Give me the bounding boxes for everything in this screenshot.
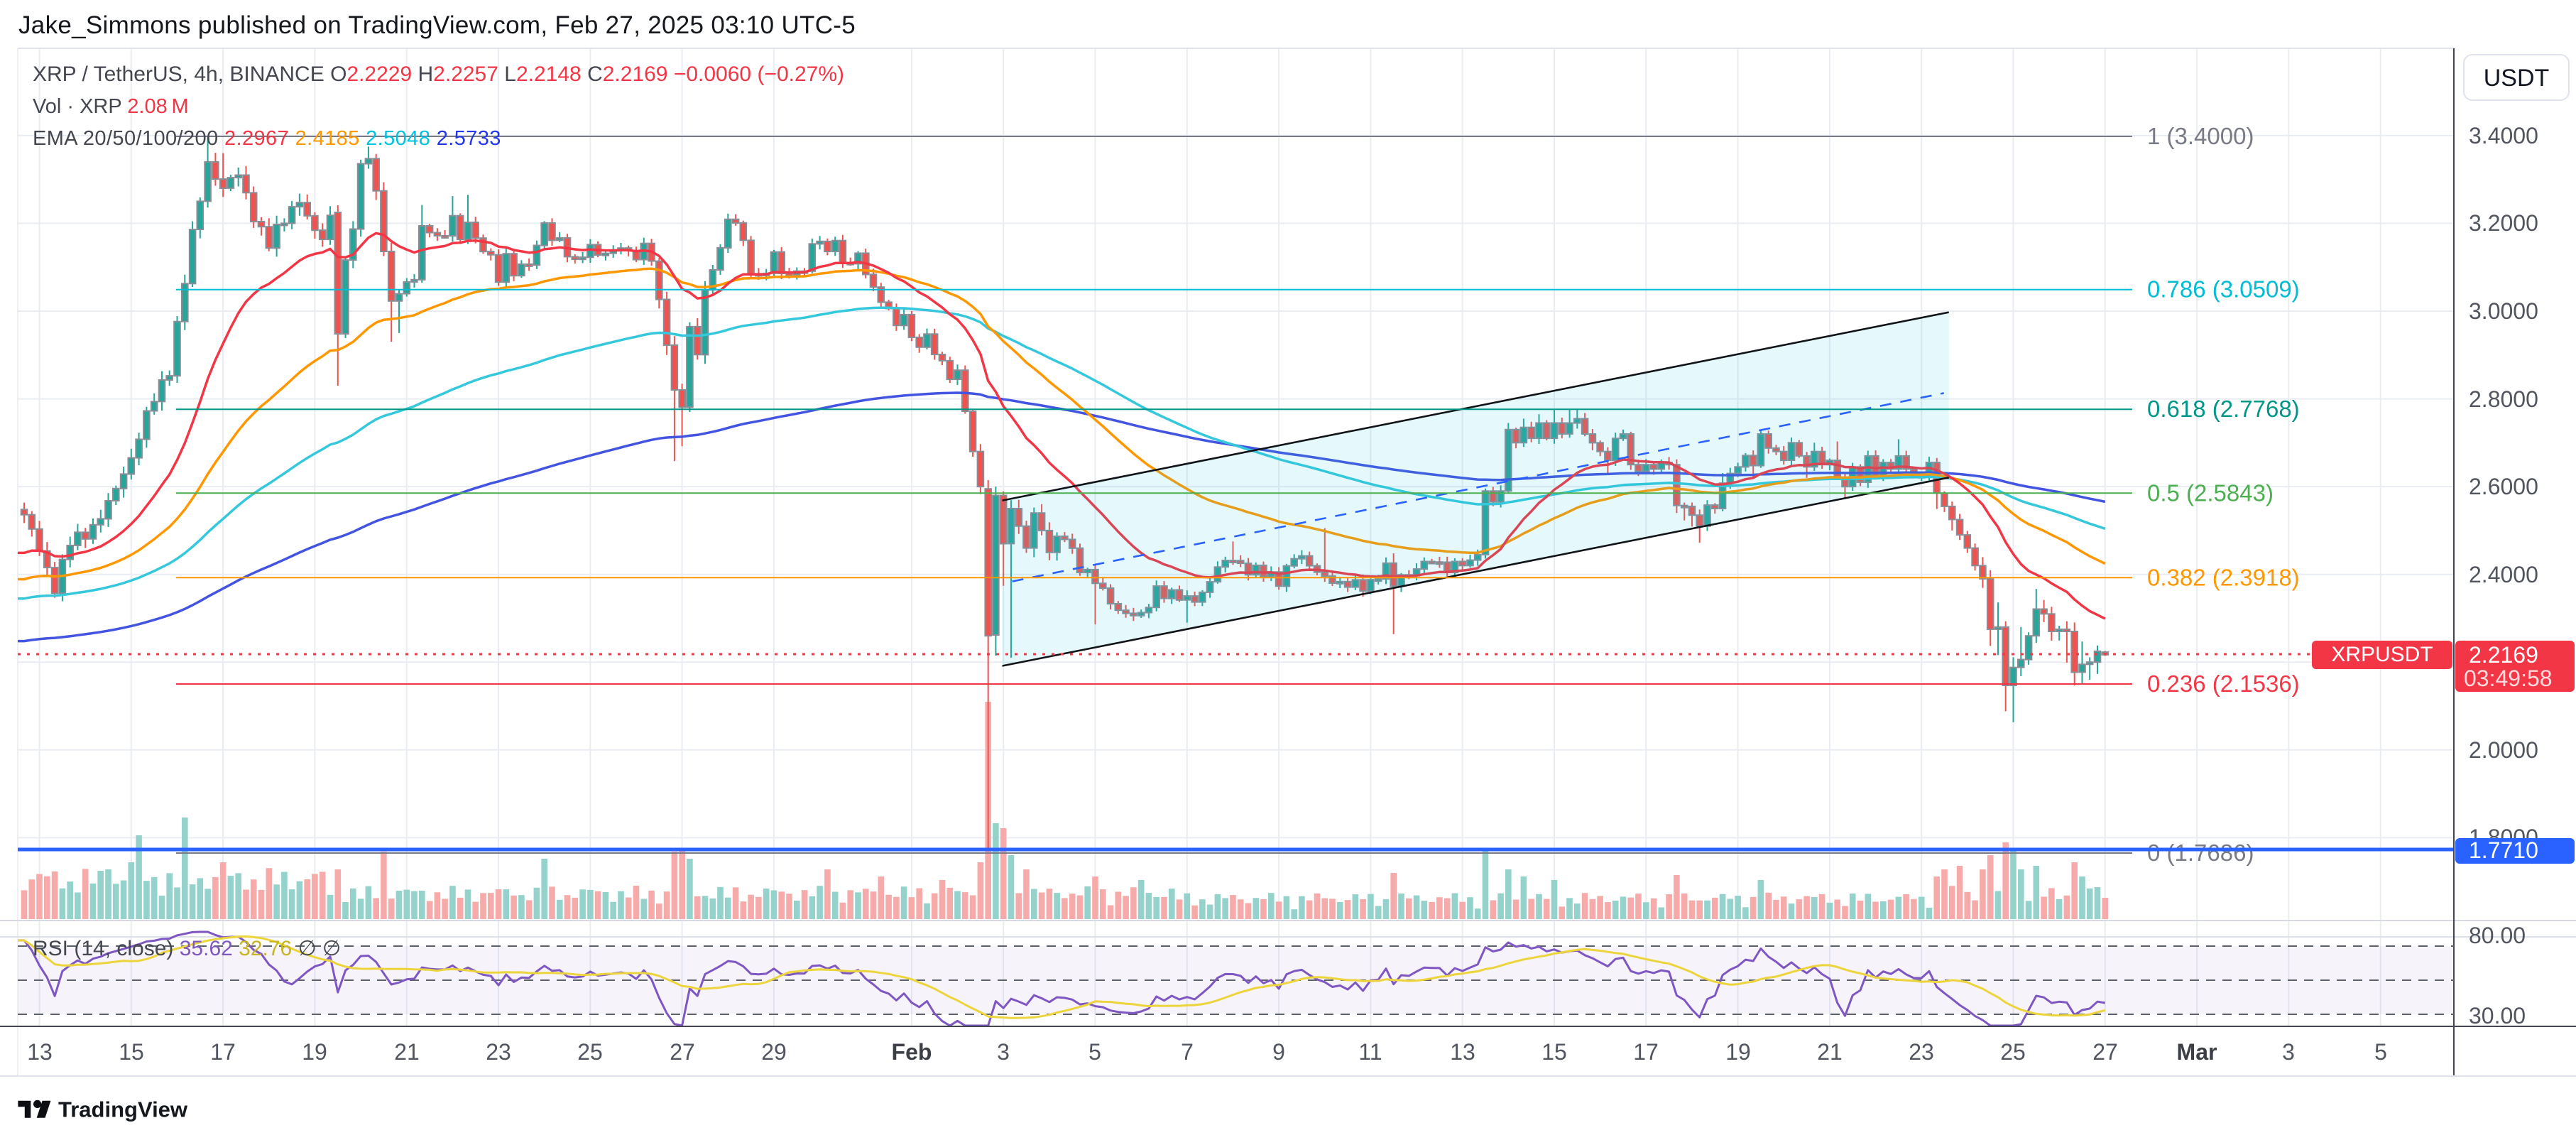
svg-text:USDT: USDT [2484, 65, 2550, 92]
svg-text:1.7710: 1.7710 [2469, 837, 2538, 863]
svg-text:7: 7 [1181, 1039, 1194, 1065]
svg-text:2.0000: 2.0000 [2469, 737, 2538, 763]
svg-text:29: 29 [761, 1039, 787, 1065]
svg-text:0.786 (3.0509): 0.786 (3.0509) [2147, 276, 2300, 303]
svg-text:5: 5 [2374, 1039, 2387, 1065]
svg-text:3: 3 [997, 1039, 1010, 1065]
svg-text:21: 21 [1817, 1039, 1843, 1065]
svg-text:Feb: Feb [892, 1039, 932, 1065]
svg-text:30.00: 30.00 [2469, 1003, 2526, 1028]
svg-text:0.5 (2.5843): 0.5 (2.5843) [2147, 479, 2274, 506]
svg-text:2.2169: 2.2169 [2469, 642, 2538, 668]
svg-text:2.4000: 2.4000 [2469, 562, 2538, 587]
svg-text:TradingView: TradingView [58, 1097, 188, 1122]
svg-text:2.8000: 2.8000 [2469, 386, 2538, 412]
svg-text:19: 19 [302, 1039, 327, 1065]
svg-text:21: 21 [394, 1039, 420, 1065]
svg-text:23: 23 [486, 1039, 511, 1065]
svg-text:15: 15 [119, 1039, 144, 1065]
svg-text:3.4000: 3.4000 [2469, 123, 2538, 148]
svg-text:9: 9 [1272, 1039, 1285, 1065]
svg-text:80.00: 80.00 [2469, 923, 2526, 948]
svg-text:19: 19 [1725, 1039, 1751, 1065]
svg-text:27: 27 [670, 1039, 695, 1065]
svg-text:15: 15 [1541, 1039, 1567, 1065]
svg-text:25: 25 [2000, 1039, 2026, 1065]
svg-text:0.618 (2.7768): 0.618 (2.7768) [2147, 396, 2300, 422]
svg-text:RSI (14, close) 35.62 32.76 ∅: RSI (14, close) 35.62 32.76 ∅ ∅ [33, 937, 341, 960]
svg-text:03:49:58: 03:49:58 [2464, 666, 2553, 691]
svg-text:27: 27 [2092, 1039, 2118, 1065]
svg-text:1 (3.4000): 1 (3.4000) [2147, 123, 2254, 149]
svg-text:0.382 (2.3918): 0.382 (2.3918) [2147, 564, 2300, 590]
svg-text:17: 17 [1633, 1039, 1659, 1065]
svg-text:13: 13 [1450, 1039, 1475, 1065]
svg-text:11: 11 [1358, 1039, 1382, 1065]
svg-text:EMA 20/50/100/200 2.2967 2.4: EMA 20/50/100/200 2.2967 2.4185 2.5048 2… [33, 127, 501, 150]
svg-text:17: 17 [210, 1039, 236, 1065]
svg-text:3.0000: 3.0000 [2469, 298, 2538, 324]
svg-text:5: 5 [1088, 1039, 1101, 1065]
svg-text:0.236 (2.1536): 0.236 (2.1536) [2147, 671, 2300, 697]
svg-text:3.2000: 3.2000 [2469, 210, 2538, 236]
svg-text:2.6000: 2.6000 [2469, 474, 2538, 499]
svg-text:Mar: Mar [2177, 1039, 2217, 1065]
svg-text:13: 13 [27, 1039, 53, 1065]
svg-text:0 (1.7686): 0 (1.7686) [2147, 840, 2254, 866]
svg-text:XRPUSDT: XRPUSDT [2331, 643, 2433, 666]
svg-text:23: 23 [1909, 1039, 1934, 1065]
svg-text:Vol · XRP 2.08 M: Vol · XRP 2.08 M [33, 95, 189, 118]
svg-text:XRP / TetherUS, 4h, BINANCE: XRP / TetherUS, 4h, BINANCE O2.2229 H2.2… [33, 63, 844, 86]
svg-text:Jake_Simmons published on Trad: Jake_Simmons published on TradingView.co… [18, 11, 856, 39]
svg-text:3: 3 [2282, 1039, 2295, 1065]
svg-text:25: 25 [577, 1039, 603, 1065]
